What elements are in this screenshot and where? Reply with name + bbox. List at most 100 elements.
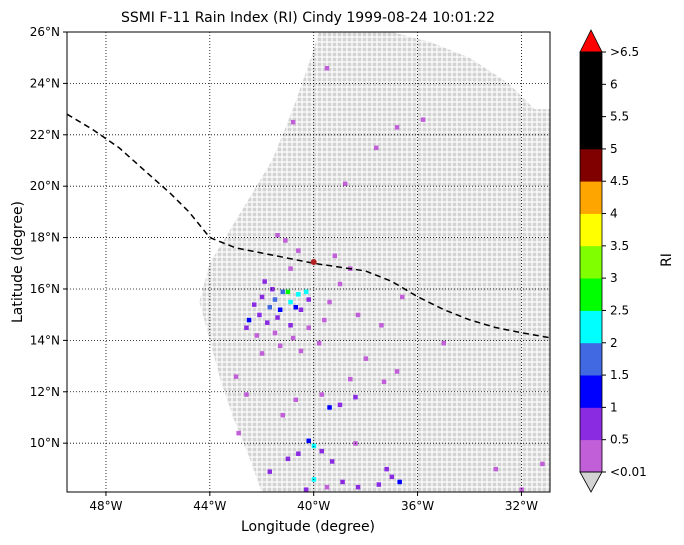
x-tick-label: 36°W [401, 499, 434, 513]
rain-cell [340, 479, 345, 485]
rain-cell [259, 294, 265, 300]
y-axis-label: Latitude (degree) [10, 201, 26, 323]
rain-cell [275, 233, 280, 238]
rain-index-cells [233, 66, 545, 492]
rain-cell [379, 323, 384, 328]
rain-cell [288, 323, 293, 328]
rain-cell [381, 379, 387, 384]
storm-track-line [67, 113, 550, 339]
colorbar-bin [580, 310, 602, 344]
rain-cell [327, 405, 332, 410]
colorbar-tick-label: 1 [610, 400, 618, 414]
rain-cell [290, 335, 296, 341]
rain-cell [306, 438, 311, 444]
rain-cell [267, 305, 272, 310]
rain-cell [233, 374, 239, 379]
y-tick-label: 16°N [30, 282, 60, 296]
rain-cell [374, 145, 379, 151]
colorbar-bin [580, 407, 602, 441]
colorbar-bin [580, 84, 602, 117]
rain-cell [277, 343, 283, 348]
colorbar-tick-label: 6 [610, 77, 618, 91]
x-axis-ticks: 48°W 44°W 40°W 36°W 32°W [89, 492, 538, 513]
rain-cell [327, 299, 332, 305]
rain-cell [293, 397, 298, 402]
colorbar: <0.01 0.5 1 1.5 2 2.5 3 3.5 4 4.5 5 5.5 6 >6.5 [579, 29, 647, 493]
rain-cell [236, 430, 241, 436]
plot-frame [66, 31, 551, 493]
colorbar-tick-label: 5 [610, 142, 618, 156]
colorbar-under-triangle [579, 471, 603, 493]
rain-cell [259, 351, 265, 356]
colorbar-tick-label: 3 [610, 271, 618, 285]
rain-cell [394, 369, 400, 374]
y-tick-label: 12°N [30, 385, 60, 399]
rain-cell [252, 302, 257, 307]
rain-cell [244, 392, 249, 397]
colorbar-bin [580, 116, 602, 150]
colorbar-bin [580, 375, 602, 408]
colorbar-top-label: >6.5 [610, 45, 639, 59]
rain-cell [329, 459, 335, 464]
colorbar-bin [580, 213, 602, 247]
colorbar-tick-label: 1.5 [610, 368, 629, 382]
rain-cell [283, 238, 288, 243]
rain-cell [244, 325, 249, 330]
colorbar-tick-label: 2.5 [610, 303, 629, 317]
x-axis-label: Longitude (degree) [241, 519, 375, 535]
colorbar-bin [580, 342, 602, 376]
graticule [67, 32, 550, 492]
y-tick-label: 10°N [30, 436, 60, 450]
rain-cell [389, 474, 395, 480]
rain-cell [290, 119, 296, 125]
x-tick-label: 40°W [297, 499, 330, 513]
rain-cell [280, 412, 285, 418]
rain-cell [319, 448, 324, 454]
rain-cell [420, 117, 426, 122]
rain-cell [306, 325, 311, 330]
y-tick-label: 20°N [30, 179, 60, 193]
y-axis-ticks: 10°N 12°N 14°N 16°N 18°N 20°N 22°N 24°N 26°N [30, 25, 67, 450]
rain-cell [298, 307, 304, 312]
colorbar-bin [580, 148, 602, 182]
plot-area [67, 32, 550, 492]
colorbar-frame [579, 51, 603, 473]
colorbar-tick-label: 2 [610, 336, 618, 350]
rain-cell [337, 281, 343, 287]
colorbar-tick-label: <0.01 [610, 465, 647, 479]
rain-cell [376, 482, 382, 487]
rain-cell [322, 317, 327, 323]
rain-cell [303, 487, 309, 492]
rain-cell [493, 466, 498, 472]
rain-cell [288, 266, 293, 271]
colorbar-tick-label: 0.5 [610, 433, 629, 447]
colorbar-label: RI [659, 253, 675, 267]
rain-cell [519, 487, 524, 492]
rain-cell [246, 317, 252, 323]
rain-cell [254, 333, 260, 338]
rain-cell [316, 340, 322, 346]
rain-cell [272, 297, 278, 302]
rain-cell [337, 402, 343, 408]
rain-cell [296, 248, 301, 253]
colorbar-over-triangle [579, 29, 603, 53]
rain-cell [394, 125, 400, 130]
colorbar-bin [580, 245, 602, 279]
rain-cell [306, 297, 311, 302]
rain-cell [288, 299, 293, 305]
x-tick-label: 48°W [89, 499, 122, 513]
rain-cell [441, 340, 446, 346]
rain-cell [298, 348, 304, 354]
colorbar-tick-label: 3.5 [610, 239, 629, 253]
rain-cell [296, 451, 301, 456]
storm-center-marker [310, 259, 317, 265]
rain-cell [293, 305, 298, 310]
rain-cell [363, 356, 369, 361]
rain-cell [324, 66, 330, 71]
colorbar-bin [580, 181, 602, 214]
rain-cell [319, 392, 324, 397]
rain-cell [267, 469, 272, 474]
rain-cell [332, 253, 337, 259]
rain-cell [384, 466, 389, 472]
